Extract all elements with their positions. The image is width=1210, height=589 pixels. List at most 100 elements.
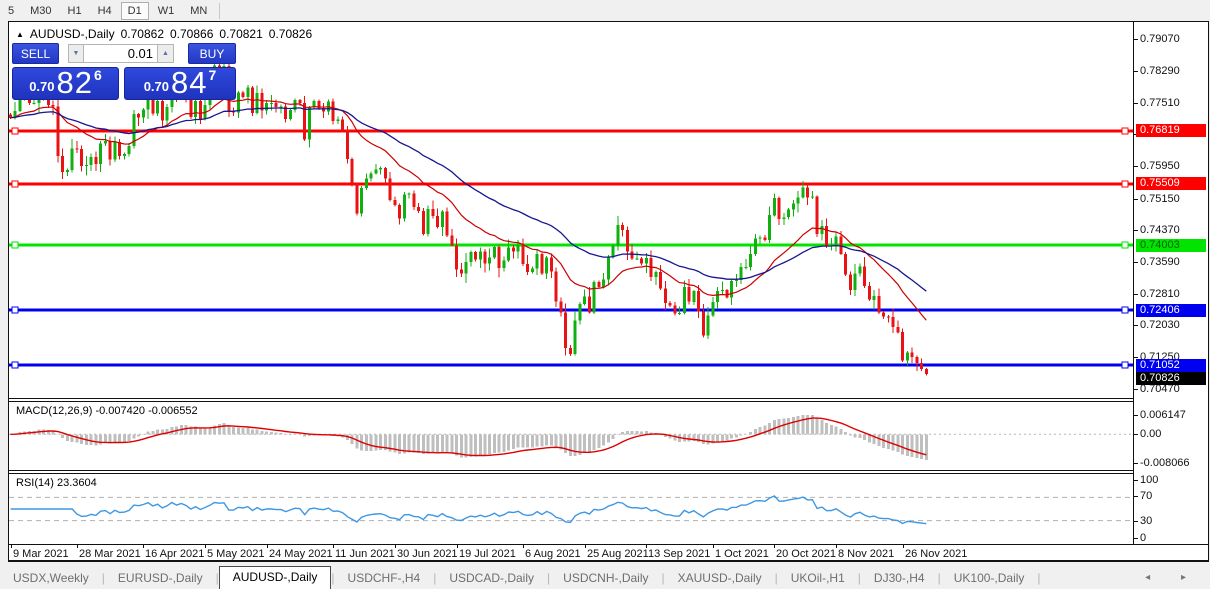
date-label: 26 Nov 2021 xyxy=(905,548,968,560)
price-axis-tick: 0.79070 xyxy=(1134,33,1180,45)
quote-high: 0.70866 xyxy=(170,27,214,41)
chart-tab-usdcnh[interactable]: USDCNH-,Daily xyxy=(563,571,649,585)
horizontal-line-0.74003[interactable] xyxy=(9,243,1134,247)
date-label: 6 Aug 2021 xyxy=(525,548,581,560)
price-axis-tick: 0.75950 xyxy=(1134,160,1180,172)
line-price-label: 0.72406 xyxy=(1136,304,1206,317)
horizontal-line-0.76819[interactable] xyxy=(9,129,1134,133)
volume-decrease-button[interactable]: ▼ xyxy=(68,44,84,63)
buy-price-big: 84 xyxy=(171,65,208,100)
horizontal-line-0.71052[interactable] xyxy=(9,363,1134,367)
timeframe-button-h1[interactable]: H1 xyxy=(67,4,82,17)
timeframe-button-5[interactable]: 5 xyxy=(8,4,15,17)
sell-price-big: 82 xyxy=(56,65,93,100)
rsi-axis-label: 70 xyxy=(1134,490,1152,502)
rsi-axis-label: 100 xyxy=(1134,474,1158,486)
date-axis: 9 Mar 2021 28 Mar 2021 16 Apr 2021 5 May 20… xyxy=(9,544,1208,560)
chart-tab-eurusd[interactable]: EURUSD-,Daily xyxy=(117,571,203,585)
timeframe-toolbar: 5 M30 H1 H4 D1 W1 MN xyxy=(0,0,1210,21)
rsi-axis-label: 30 xyxy=(1134,515,1152,527)
date-tick xyxy=(333,545,334,548)
rsi-indicator-label: RSI(14) 23.3604 xyxy=(16,477,97,489)
chart-tab-ukoil[interactable]: UKOil-,H1 xyxy=(790,571,845,585)
date-label: 25 Aug 2021 xyxy=(587,548,649,560)
volume-increase-button[interactable]: ▲ xyxy=(158,44,174,63)
line-anchor-marker[interactable] xyxy=(1121,241,1129,249)
horizontal-line-0.72406[interactable] xyxy=(9,308,1134,312)
pane-separator[interactable] xyxy=(9,398,1208,402)
tab-scroll-arrows[interactable]: ◂ ▸ xyxy=(1145,572,1200,583)
line-anchor-marker[interactable] xyxy=(1121,361,1129,369)
rsi-axis-label: 0 xyxy=(1134,532,1146,544)
date-tick xyxy=(267,545,268,548)
timeframe-button-mn[interactable]: MN xyxy=(190,4,208,17)
macd-pane-canvas xyxy=(9,415,1134,460)
tab-divider: | xyxy=(857,571,861,585)
collapse-panel-icon[interactable]: ▲ xyxy=(16,29,24,39)
timeframe-button-h4[interactable]: H4 xyxy=(97,4,112,17)
line-price-label: 0.74003 xyxy=(1136,239,1206,252)
chart-header: ▲ AUDUSD-,Daily 0.70862 0.70866 0.70821 … xyxy=(16,27,312,41)
tab-divider: | xyxy=(937,571,941,585)
price-axis-tick: 0.72030 xyxy=(1134,319,1180,331)
line-anchor-marker[interactable] xyxy=(11,127,19,135)
chart-tab-usdchf[interactable]: USDCHF-,H4 xyxy=(347,571,421,585)
line-anchor-marker[interactable] xyxy=(11,241,19,249)
price-axis-tick: 0.78290 xyxy=(1134,65,1180,77)
buy-price-display[interactable]: 0.70 84 7 xyxy=(124,67,236,100)
date-label: 28 Mar 2021 xyxy=(79,548,141,560)
date-tick xyxy=(903,545,904,548)
one-click-trading-panel: SELL ▼ 0.01 ▲ BUY 0.70 82 6 0.70 84 7 xyxy=(12,43,236,100)
tab-divider: | xyxy=(433,571,437,585)
sell-price-prefix: 0.70 xyxy=(29,79,55,94)
buy-button[interactable]: BUY xyxy=(188,43,236,64)
line-anchor-marker[interactable] xyxy=(11,361,19,369)
line-anchor-marker[interactable] xyxy=(1121,306,1129,314)
date-tick xyxy=(713,545,714,548)
price-axis-tick: 0.72810 xyxy=(1134,288,1180,300)
macd-indicator-label: MACD(12,26,9) -0.007420 -0.006552 xyxy=(16,405,198,417)
date-label: 20 Oct 2021 xyxy=(776,548,836,560)
chart-plot-area[interactable]: ▲ AUDUSD-,Daily 0.70862 0.70866 0.70821 … xyxy=(9,22,1208,560)
date-tick xyxy=(774,545,775,548)
date-label: 11 Jun 2021 xyxy=(335,548,395,560)
pane-separator[interactable] xyxy=(9,470,1208,474)
line-price-label: 0.76819 xyxy=(1136,124,1206,137)
sell-price-display[interactable]: 0.70 82 6 xyxy=(12,67,119,100)
date-tick xyxy=(836,545,837,548)
sell-button[interactable]: SELL xyxy=(12,43,59,64)
date-label: 8 Nov 2021 xyxy=(838,548,895,560)
chart-tab-xauusd[interactable]: XAUUSD-,Daily xyxy=(677,571,762,585)
date-label: 9 Mar 2021 xyxy=(13,548,69,560)
line-anchor-marker[interactable] xyxy=(11,306,19,314)
date-label: 24 May 2021 xyxy=(269,548,333,560)
chart-window: ▲ AUDUSD-,Daily 0.70862 0.70866 0.70821 … xyxy=(8,21,1209,562)
chart-tab-usdx[interactable]: USDX,Weekly xyxy=(13,571,89,585)
quote-open: 0.70862 xyxy=(120,27,164,41)
line-anchor-marker[interactable] xyxy=(11,180,19,188)
quote-close: 0.70826 xyxy=(268,27,313,41)
date-label: 5 May 2021 xyxy=(207,548,265,560)
horizontal-line-0.75509[interactable] xyxy=(9,182,1134,186)
chart-tab-usdcad[interactable]: USDCAD-,Daily xyxy=(449,571,535,585)
timeframe-button-d1[interactable]: D1 xyxy=(120,1,149,20)
price-axis-tick: 0.75150 xyxy=(1134,193,1180,205)
line-anchor-marker[interactable] xyxy=(1121,127,1129,135)
line-price-label: 0.75509 xyxy=(1136,177,1206,190)
date-label: 16 Apr 2021 xyxy=(145,548,205,560)
tab-divider: | xyxy=(1037,571,1041,585)
tab-divider: | xyxy=(661,571,665,585)
chart-tab-uk100[interactable]: UK100-,Daily xyxy=(953,571,1025,585)
date-tick xyxy=(585,545,586,548)
price-axis-tick: 0.70470 xyxy=(1134,383,1180,395)
macd-axis-label: -0.008066 xyxy=(1134,457,1190,469)
timeframe-button-m30[interactable]: M30 xyxy=(30,4,52,17)
chart-tab-audusd[interactable]: AUDUSD-,Daily xyxy=(218,566,332,589)
timeframe-button-w1[interactable]: W1 xyxy=(157,4,175,17)
sell-price-sup: 6 xyxy=(94,67,102,83)
volume-input[interactable]: 0.01 xyxy=(84,44,158,63)
line-anchor-marker[interactable] xyxy=(1121,180,1129,188)
chart-tab-dj30[interactable]: DJ30-,H4 xyxy=(873,571,925,585)
date-tick xyxy=(646,545,647,548)
price-axis: 0.790700.782900.775100.767300.759500.751… xyxy=(1133,22,1208,544)
